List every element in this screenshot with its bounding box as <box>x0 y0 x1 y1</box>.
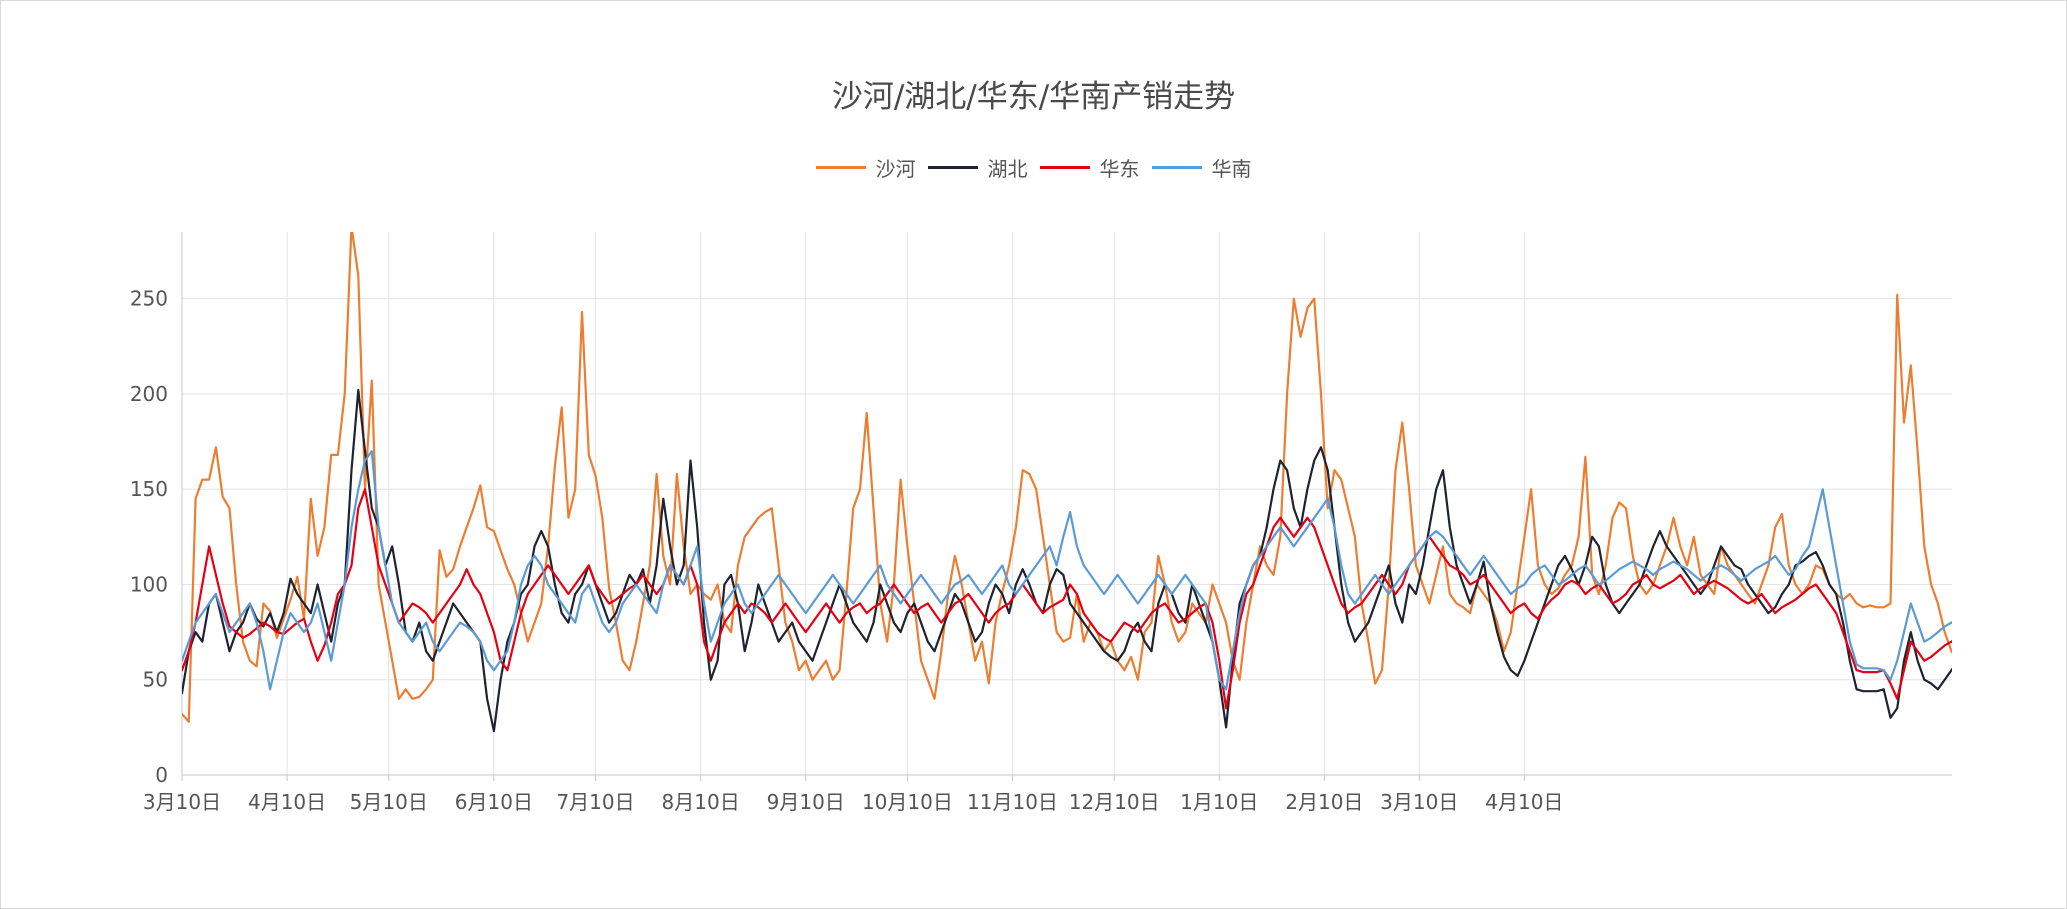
y-tick-label-200: 200 <box>130 382 168 406</box>
y-tick-label-0: 0 <box>155 763 168 787</box>
legend-swatch-huanan <box>1151 166 1202 169</box>
series-line-huanan <box>182 450 1952 691</box>
x-tick-label-4: 7月10日 <box>556 790 634 814</box>
y-tick-label-50: 50 <box>143 668 168 692</box>
x-tick-label-13: 4月10日 <box>1485 790 1563 814</box>
series-line-huadong <box>182 488 1952 710</box>
x-tick-label-1: 4月10日 <box>248 790 326 814</box>
legend-item-hubei[interactable]: 湖北 <box>927 153 1028 182</box>
x-tick-label-9: 12月10日 <box>1069 790 1160 814</box>
x-tick-label-12: 3月10日 <box>1380 790 1458 814</box>
x-tick-label-2: 5月10日 <box>350 790 428 814</box>
y-tick-label-100: 100 <box>130 572 168 596</box>
legend-swatch-shahe <box>815 166 866 169</box>
chart-legend: 沙河 湖北 华东 华南 <box>1 153 2066 182</box>
legend-item-huadong[interactable]: 华东 <box>1039 153 1140 182</box>
y-tick-label-150: 150 <box>130 477 168 501</box>
x-tick-label-10: 1月10日 <box>1180 790 1258 814</box>
legend-swatch-huadong <box>1039 166 1090 169</box>
x-tick-label-7: 10月10日 <box>862 790 953 814</box>
legend-swatch-hubei <box>927 166 978 169</box>
legend-label-hubei: 湖北 <box>987 157 1028 181</box>
x-tick-label-11: 2月10日 <box>1285 790 1363 814</box>
legend-label-shahe: 沙河 <box>875 157 916 181</box>
x-tick-label-8: 11月10日 <box>967 790 1058 814</box>
y-tick-label-250: 250 <box>130 287 168 311</box>
legend-item-huanan[interactable]: 华南 <box>1151 153 1252 182</box>
x-tick-label-3: 6月10日 <box>455 790 533 814</box>
x-tick-label-0: 3月10日 <box>143 790 221 814</box>
x-tick-label-5: 8月10日 <box>662 790 740 814</box>
legend-label-huanan: 华南 <box>1211 157 1252 181</box>
chart-title: 沙河/湖北/华东/华南产销走势 <box>831 79 1236 115</box>
series-line-shahe <box>182 232 1952 723</box>
legend-label-huadong: 华东 <box>1099 157 1140 181</box>
legend-item-shahe[interactable]: 沙河 <box>815 153 916 182</box>
x-tick-label-6: 9月10日 <box>767 790 845 814</box>
